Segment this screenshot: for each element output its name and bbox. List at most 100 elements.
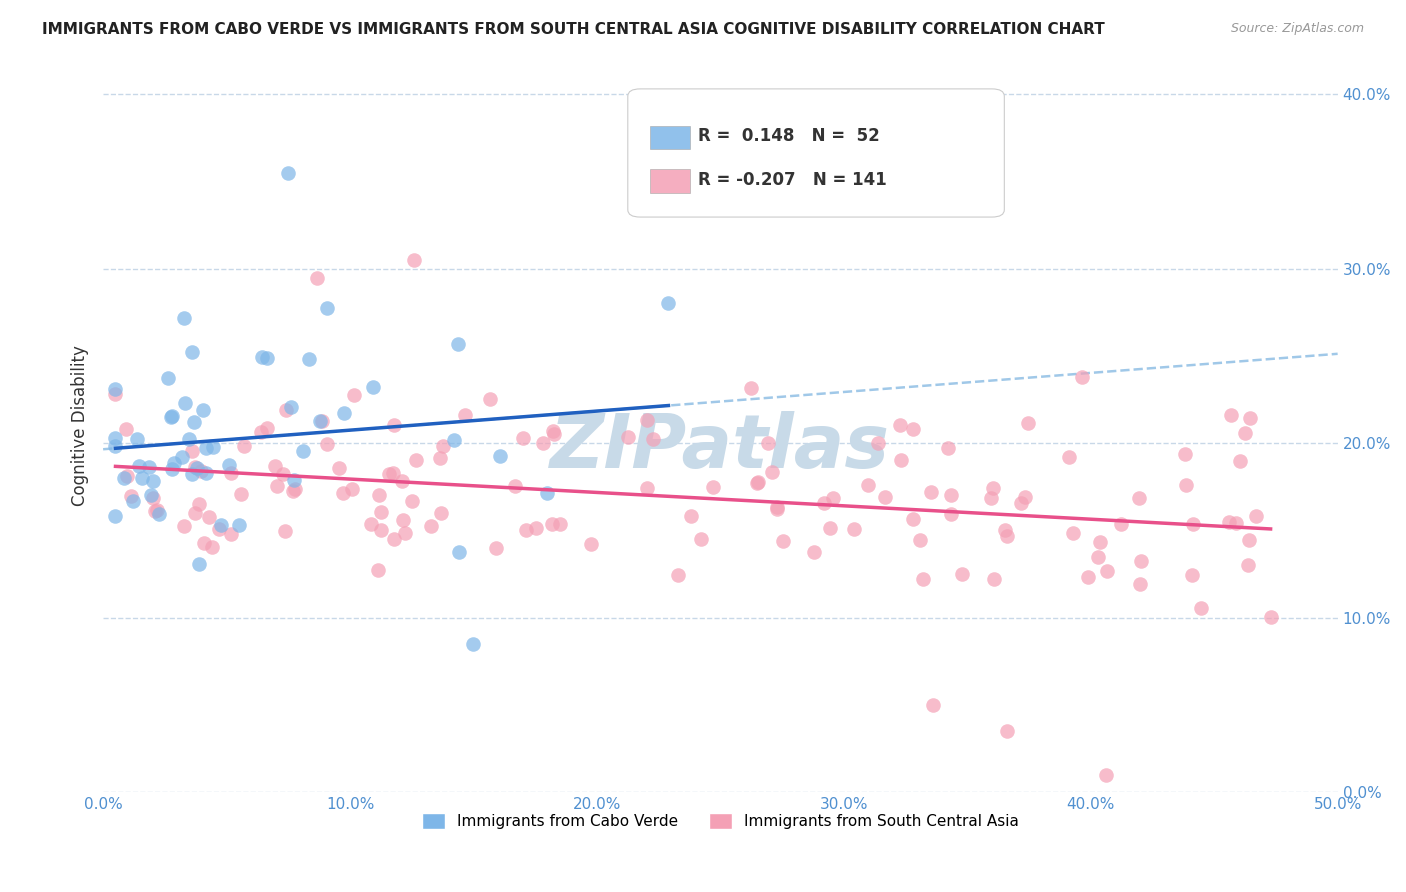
Point	[190, 464, 212, 478]
Y-axis label: Cognitive Disability: Cognitive Disability	[72, 345, 89, 507]
Point	[1128, 491, 1150, 505]
Point	[315, 436, 337, 450]
Point	[579, 537, 602, 551]
Point	[995, 529, 1018, 543]
Point	[229, 486, 252, 500]
Point	[533, 435, 555, 450]
Point	[382, 533, 405, 547]
Point	[309, 413, 332, 427]
Point	[1014, 490, 1036, 504]
Point	[131, 471, 153, 485]
Point	[1087, 549, 1109, 564]
Point	[128, 458, 150, 473]
Text: Source: ZipAtlas.com: Source: ZipAtlas.com	[1230, 22, 1364, 36]
Point	[1077, 570, 1099, 584]
Point	[1237, 533, 1260, 547]
Point	[901, 512, 924, 526]
Point	[1260, 610, 1282, 624]
Point	[543, 427, 565, 442]
Point	[617, 430, 640, 444]
Point	[250, 425, 273, 439]
Point	[1218, 515, 1240, 529]
Point	[188, 557, 211, 571]
Point	[104, 508, 127, 523]
Point	[447, 337, 470, 351]
Point	[266, 479, 288, 493]
Point	[901, 422, 924, 436]
Point	[766, 502, 789, 516]
Point	[679, 509, 702, 524]
Point	[181, 467, 204, 481]
Point	[1175, 478, 1198, 492]
Point	[142, 491, 165, 505]
Legend: Immigrants from Cabo Verde, Immigrants from South Central Asia: Immigrants from Cabo Verde, Immigrants f…	[416, 807, 1025, 836]
Point	[666, 568, 689, 582]
Text: IMMIGRANTS FROM CABO VERDE VS IMMIGRANTS FROM SOUTH CENTRAL ASIA COGNITIVE DISAB: IMMIGRANTS FROM CABO VERDE VS IMMIGRANTS…	[42, 22, 1105, 37]
Point	[160, 462, 183, 476]
Point	[936, 441, 959, 455]
Point	[689, 532, 711, 546]
Point	[187, 498, 209, 512]
Point	[912, 572, 935, 586]
Point	[256, 351, 278, 366]
Point	[981, 482, 1004, 496]
Point	[1233, 425, 1256, 440]
Point	[1109, 517, 1132, 532]
Point	[298, 351, 321, 366]
Point	[277, 166, 299, 180]
Point	[170, 450, 193, 464]
Point	[939, 488, 962, 502]
Point	[420, 518, 443, 533]
Point	[1191, 600, 1213, 615]
Point	[183, 415, 205, 429]
Point	[503, 479, 526, 493]
Point	[138, 459, 160, 474]
Point	[104, 382, 127, 396]
Point	[485, 541, 508, 555]
Point	[449, 545, 471, 559]
Point	[180, 443, 202, 458]
Point	[271, 467, 294, 481]
Point	[813, 496, 835, 510]
Point	[280, 400, 302, 414]
Point	[394, 525, 416, 540]
Point	[889, 417, 911, 432]
Point	[1239, 411, 1261, 425]
Point	[429, 451, 451, 466]
Point	[939, 508, 962, 522]
Point	[145, 502, 167, 516]
Point	[1095, 767, 1118, 781]
Point	[747, 475, 769, 489]
Point	[283, 473, 305, 487]
Point	[274, 524, 297, 539]
Point	[994, 523, 1017, 537]
Point	[1017, 416, 1039, 430]
Point	[142, 474, 165, 488]
Point	[184, 506, 207, 520]
Point	[292, 443, 315, 458]
Point	[368, 488, 391, 502]
Point	[120, 489, 142, 503]
Point	[515, 524, 537, 538]
Text: R = -0.207   N = 141: R = -0.207 N = 141	[699, 171, 887, 189]
Point	[193, 535, 215, 549]
Point	[198, 510, 221, 524]
Point	[256, 421, 278, 435]
Point	[173, 519, 195, 533]
Point	[702, 481, 724, 495]
Point	[1237, 558, 1260, 573]
Point	[842, 522, 865, 536]
Point	[284, 483, 307, 497]
Point	[1219, 408, 1241, 422]
Point	[756, 436, 779, 450]
Point	[454, 408, 477, 422]
Point	[1010, 495, 1032, 509]
Point	[311, 414, 333, 428]
Point	[740, 381, 762, 395]
Point	[181, 344, 204, 359]
Point	[1174, 447, 1197, 461]
Point	[402, 253, 425, 268]
Point	[148, 508, 170, 522]
Point	[186, 461, 208, 475]
Point	[641, 432, 664, 446]
